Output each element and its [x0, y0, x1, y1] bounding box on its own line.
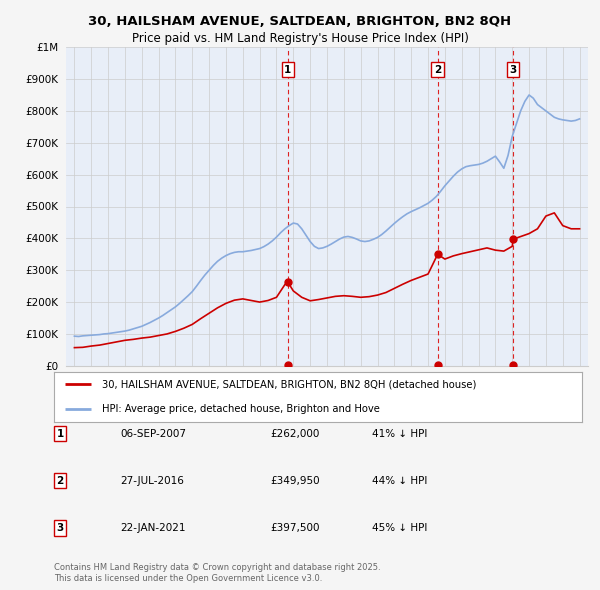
Text: 2: 2 — [56, 476, 64, 486]
Text: 1: 1 — [284, 64, 292, 74]
Text: £397,500: £397,500 — [270, 523, 320, 533]
Text: £349,950: £349,950 — [270, 476, 320, 486]
Text: 27-JUL-2016: 27-JUL-2016 — [120, 476, 184, 486]
Text: Contains HM Land Registry data © Crown copyright and database right 2025.
This d: Contains HM Land Registry data © Crown c… — [54, 563, 380, 583]
Text: £262,000: £262,000 — [270, 429, 319, 438]
Text: Price paid vs. HM Land Registry's House Price Index (HPI): Price paid vs. HM Land Registry's House … — [131, 32, 469, 45]
Text: 30, HAILSHAM AVENUE, SALTDEAN, BRIGHTON, BN2 8QH: 30, HAILSHAM AVENUE, SALTDEAN, BRIGHTON,… — [88, 15, 512, 28]
Text: 22-JAN-2021: 22-JAN-2021 — [120, 523, 185, 533]
Text: 45% ↓ HPI: 45% ↓ HPI — [372, 523, 427, 533]
Text: 1: 1 — [56, 429, 64, 438]
Text: 41% ↓ HPI: 41% ↓ HPI — [372, 429, 427, 438]
Text: 3: 3 — [509, 64, 517, 74]
Text: 3: 3 — [56, 523, 64, 533]
Text: 30, HAILSHAM AVENUE, SALTDEAN, BRIGHTON, BN2 8QH (detached house): 30, HAILSHAM AVENUE, SALTDEAN, BRIGHTON,… — [101, 379, 476, 389]
Text: 06-SEP-2007: 06-SEP-2007 — [120, 429, 186, 438]
Text: HPI: Average price, detached house, Brighton and Hove: HPI: Average price, detached house, Brig… — [101, 404, 379, 414]
Text: 2: 2 — [434, 64, 441, 74]
Text: 44% ↓ HPI: 44% ↓ HPI — [372, 476, 427, 486]
